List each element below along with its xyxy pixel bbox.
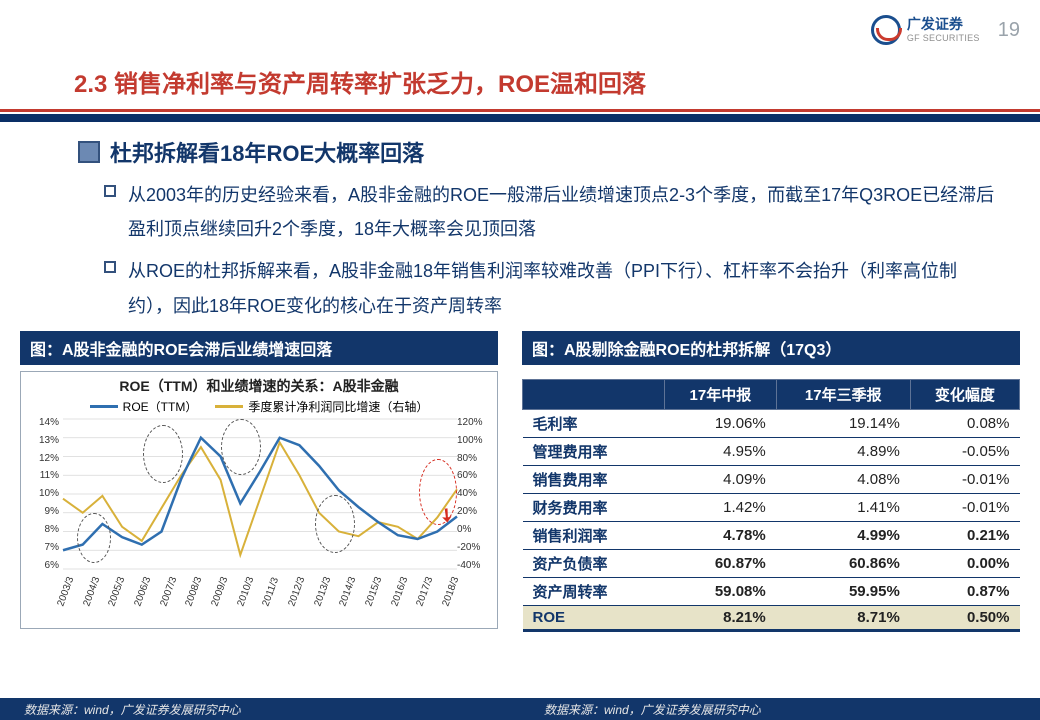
header: 广发证券 GF SECURITIES 19 [0, 0, 1040, 60]
table-row: 资产负债率60.87%60.86%0.00% [523, 549, 1020, 577]
table-cell: 销售利润率 [523, 521, 665, 549]
table-cell: 4.95% [665, 437, 777, 465]
table-row: 资产周转率59.08%59.95%0.87% [523, 577, 1020, 605]
table-cell: 0.00% [910, 549, 1019, 577]
figure-left: 图：A股非金融的ROE会滞后业绩增速回落 ROE（TTM）和业绩增速的关系：A股… [20, 331, 498, 632]
annotation-circle-icon [315, 495, 355, 553]
table-cell: 1.41% [776, 493, 910, 521]
table-cell: -0.05% [910, 437, 1019, 465]
table-cell: 60.86% [776, 549, 910, 577]
table-row: ROE8.21%8.71%0.50% [523, 605, 1020, 630]
bullet-item: 从2003年的历史经验来看，A股非金融的ROE一般滞后业绩增速顶点2-3个季度，… [104, 178, 1000, 246]
annotation-circle-icon [143, 425, 183, 483]
divider-red [0, 109, 1040, 112]
chart-plot: 14%13%12%11%10%9%8%7%6% 120%100%80%60%40… [31, 417, 487, 607]
square-marker-icon [78, 141, 100, 163]
table-cell: 毛利率 [523, 409, 665, 437]
table-cell: 1.42% [665, 493, 777, 521]
bullet-marker-icon [104, 185, 116, 197]
dupont-table: 17年中报17年三季报变化幅度 毛利率19.06%19.14%0.08%管理费用… [522, 379, 1020, 632]
table-cell: 4.99% [776, 521, 910, 549]
table-cell: -0.01% [910, 465, 1019, 493]
annotation-circle-icon [77, 513, 111, 563]
table-cell: 60.87% [665, 549, 777, 577]
divider-blue [0, 114, 1040, 122]
bullet-item: 从ROE的杜邦拆解来看，A股非金融18年销售利润率较难改善（PPI下行）、杠杆率… [104, 254, 1000, 322]
chart-legend: ROE（TTM） 季度累计净利润同比增速（右轴） [25, 398, 493, 415]
table-row: 毛利率19.06%19.14%0.08% [523, 409, 1020, 437]
source-row: 数据来源：wind，广发证券发展研究中心 数据来源：wind，广发证券发展研究中… [0, 698, 1040, 720]
legend-line-2-icon [215, 405, 243, 408]
table-cell: 4.08% [776, 465, 910, 493]
table-cell: 0.87% [910, 577, 1019, 605]
table-body: 毛利率19.06%19.14%0.08%管理费用率4.95%4.89%-0.05… [523, 409, 1020, 630]
table-row: 销售利润率4.78%4.99%0.21% [523, 521, 1020, 549]
subhead: 杜邦拆解看18年ROE大概率回落 [78, 136, 1000, 168]
x-axis-labels: 2003/32004/32005/32006/32007/32008/32009… [61, 573, 457, 607]
subhead-text: 杜邦拆解看18年ROE大概率回落 [110, 136, 424, 168]
logo-text-en: GF SECURITIES [907, 33, 980, 43]
logo-text-cn: 广发证券 [907, 17, 980, 32]
figure-left-title: 图：A股非金融的ROE会滞后业绩增速回落 [20, 331, 498, 365]
table-cell: 资产负债率 [523, 549, 665, 577]
chart-container: ROE（TTM）和业绩增速的关系：A股非金融 ROE（TTM） 季度累计净利润同… [20, 371, 498, 629]
table-header-cell [523, 379, 665, 409]
page-number: 19 [998, 19, 1020, 42]
table-cell: 4.89% [776, 437, 910, 465]
table-header-cell: 17年三季报 [776, 379, 910, 409]
table-cell: ROE [523, 605, 665, 630]
table-header-cell: 17年中报 [665, 379, 777, 409]
figure-right: 图：A股剔除金融ROE的杜邦拆解（17Q3） 17年中报17年三季报变化幅度 毛… [522, 331, 1020, 632]
table-cell: 4.78% [665, 521, 777, 549]
table-row: 销售费用率4.09%4.08%-0.01% [523, 465, 1020, 493]
legend-label-2: 季度累计净利润同比增速（右轴） [248, 398, 428, 415]
table-cell: 8.21% [665, 605, 777, 630]
bullet-text: 从ROE的杜邦拆解来看，A股非金融18年销售利润率较难改善（PPI下行）、杠杆率… [128, 254, 1000, 322]
legend-line-1-icon [90, 405, 118, 408]
chart-title: ROE（TTM）和业绩增速的关系：A股非金融 [25, 376, 493, 396]
table-cell: 59.95% [776, 577, 910, 605]
bullet-text: 从2003年的历史经验来看，A股非金融的ROE一般滞后业绩增速顶点2-3个季度，… [128, 178, 1000, 246]
table-cell: 4.09% [665, 465, 777, 493]
bullet-marker-icon [104, 261, 116, 273]
table-row: 财务费用率1.42%1.41%-0.01% [523, 493, 1020, 521]
table-cell: 0.08% [910, 409, 1019, 437]
logo-mark-icon [871, 15, 901, 45]
table-cell: 销售费用率 [523, 465, 665, 493]
table-cell: 19.06% [665, 409, 777, 437]
annotation-circle-icon [221, 419, 261, 475]
table-header-cell: 变化幅度 [910, 379, 1019, 409]
figure-right-title: 图：A股剔除金融ROE的杜邦拆解（17Q3） [522, 331, 1020, 365]
table-cell: 0.50% [910, 605, 1019, 630]
table-cell: 59.08% [665, 577, 777, 605]
table-cell: 0.21% [910, 521, 1019, 549]
table-cell: 8.71% [776, 605, 910, 630]
table-header-row: 17年中报17年三季报变化幅度 [523, 379, 1020, 409]
source-left: 数据来源：wind，广发证券发展研究中心 [0, 701, 520, 718]
table-cell: 资产周转率 [523, 577, 665, 605]
logo: 广发证券 GF SECURITIES [871, 15, 980, 45]
source-right: 数据来源：wind，广发证券发展研究中心 [520, 701, 1040, 718]
table-cell: 19.14% [776, 409, 910, 437]
bullet-list: 从2003年的历史经验来看，A股非金融的ROE一般滞后业绩增速顶点2-3个季度，… [104, 178, 1000, 323]
table-cell: 管理费用率 [523, 437, 665, 465]
table-cell: 财务费用率 [523, 493, 665, 521]
table-cell: -0.01% [910, 493, 1019, 521]
table-row: 管理费用率4.95%4.89%-0.05% [523, 437, 1020, 465]
section-title: 2.3 销售净利率与资产周转率扩张乏力，ROE温和回落 [0, 60, 1040, 109]
legend-label-1: ROE（TTM） [123, 398, 198, 415]
